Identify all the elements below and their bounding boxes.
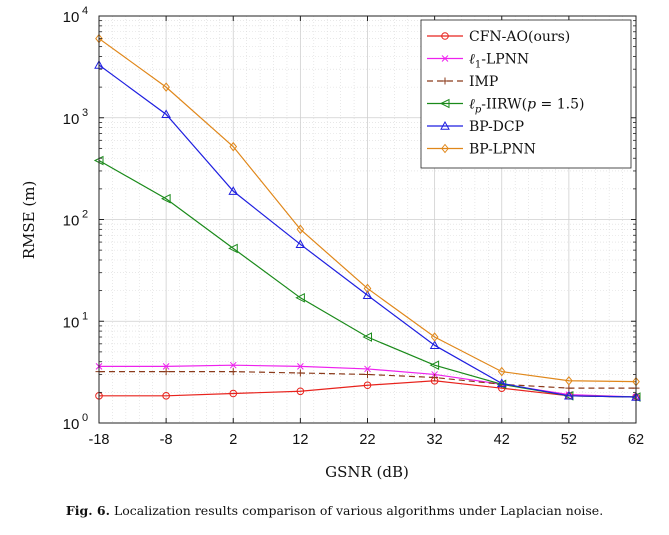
y-tick-label: 10 bbox=[63, 416, 80, 433]
series-4 bbox=[94, 59, 641, 401]
data-point bbox=[364, 365, 371, 373]
data-point bbox=[362, 332, 372, 342]
series-line bbox=[98, 64, 637, 398]
y-tick-label: 10 bbox=[63, 213, 80, 230]
y-tick-label: 10 bbox=[63, 111, 80, 128]
y-tick-exponent: 4 bbox=[82, 5, 88, 17]
data-point bbox=[440, 120, 450, 130]
data-point bbox=[430, 332, 439, 342]
data-point bbox=[362, 290, 373, 299]
data-point bbox=[564, 390, 574, 400]
legend-label: BP-LPNN bbox=[469, 142, 536, 158]
caption-text: Localization results comparison of vario… bbox=[113, 503, 604, 518]
y-axis-label: RMSE (m) bbox=[20, 181, 38, 260]
x-tick-label: 42 bbox=[494, 432, 510, 448]
data-point bbox=[295, 239, 306, 249]
series-line bbox=[98, 38, 637, 383]
legend-label: CFN-AO(ours) bbox=[469, 29, 570, 45]
data-point bbox=[363, 381, 372, 390]
data-point bbox=[431, 374, 439, 382]
data-point bbox=[439, 98, 450, 109]
data-point bbox=[441, 32, 449, 40]
legend-label: IMP bbox=[469, 74, 498, 90]
legend-item: BP-LPNN bbox=[427, 142, 536, 158]
ticks bbox=[98, 15, 637, 424]
data-point bbox=[364, 370, 371, 378]
y-tick-label: 10 bbox=[63, 9, 80, 26]
data-point bbox=[296, 387, 305, 396]
y-tick-exponent: 1 bbox=[82, 310, 88, 322]
x-tick-label: 12 bbox=[292, 432, 308, 448]
data-point bbox=[363, 283, 372, 294]
data-point bbox=[162, 368, 170, 376]
y-tick-label: 10 bbox=[63, 314, 80, 331]
x-tick-label: -8 bbox=[160, 432, 173, 448]
data-point bbox=[441, 143, 449, 154]
legend-item: ℓp-IIRW(p = 1.5) bbox=[427, 97, 584, 116]
data-point bbox=[296, 224, 305, 235]
data-point bbox=[162, 392, 170, 400]
data-point bbox=[162, 363, 170, 370]
figure-caption: Fig. 6. Localization results comparison … bbox=[0, 503, 669, 518]
data-point bbox=[229, 141, 238, 152]
data-point bbox=[228, 186, 239, 195]
legend-label: ℓp-IIRW(p = 1.5) bbox=[469, 97, 584, 116]
data-point bbox=[229, 389, 238, 398]
y-tick-exponent: 3 bbox=[82, 107, 88, 119]
data-point bbox=[429, 360, 440, 370]
caption-label: Fig. 6. bbox=[65, 503, 110, 518]
legend-label: ℓ1-LPNN bbox=[469, 52, 529, 71]
y-tick-exponent: 0 bbox=[82, 412, 88, 424]
data-point bbox=[441, 55, 449, 62]
y-tick-exponent: 2 bbox=[82, 209, 88, 221]
data-point bbox=[296, 369, 304, 377]
x-tick-label: 2 bbox=[229, 432, 237, 448]
data-point bbox=[161, 193, 171, 204]
series-line bbox=[99, 380, 637, 398]
legend-item: CFN-AO(ours) bbox=[427, 29, 570, 45]
series-5 bbox=[95, 33, 640, 387]
data-point bbox=[297, 363, 304, 370]
series-group bbox=[93, 33, 641, 402]
legend: CFN-AO(ours) ℓ1-LPNN IMP ℓp-IIRW(p = 1.5) BP… bbox=[420, 19, 632, 169]
x-tick-label: -18 bbox=[89, 432, 110, 448]
data-point bbox=[496, 378, 507, 388]
data-point bbox=[497, 366, 506, 377]
legend-item: BP-DCP bbox=[427, 119, 524, 135]
x-tick-labels: -18 -8 2 12 22 32 42 52 62 bbox=[89, 432, 645, 448]
data-point bbox=[229, 361, 237, 369]
data-point bbox=[565, 384, 573, 392]
x-tick-label: 62 bbox=[628, 432, 644, 448]
data-point bbox=[228, 243, 238, 254]
data-point bbox=[441, 77, 449, 85]
legend-item: IMP bbox=[427, 74, 498, 90]
data-point bbox=[429, 340, 440, 350]
data-point bbox=[565, 375, 573, 386]
data-point bbox=[162, 82, 170, 92]
legend-box bbox=[420, 19, 632, 169]
data-point bbox=[161, 109, 171, 119]
data-point bbox=[295, 292, 305, 303]
x-axis-label: GSNR (dB) bbox=[325, 463, 409, 481]
data-point bbox=[229, 368, 237, 376]
x-tick-label: 52 bbox=[561, 432, 577, 448]
legend-label: BP-DCP bbox=[469, 119, 524, 135]
x-tick-label: 22 bbox=[359, 432, 375, 448]
x-tick-label: 32 bbox=[427, 432, 443, 448]
legend-item: ℓ1-LPNN bbox=[427, 52, 529, 71]
